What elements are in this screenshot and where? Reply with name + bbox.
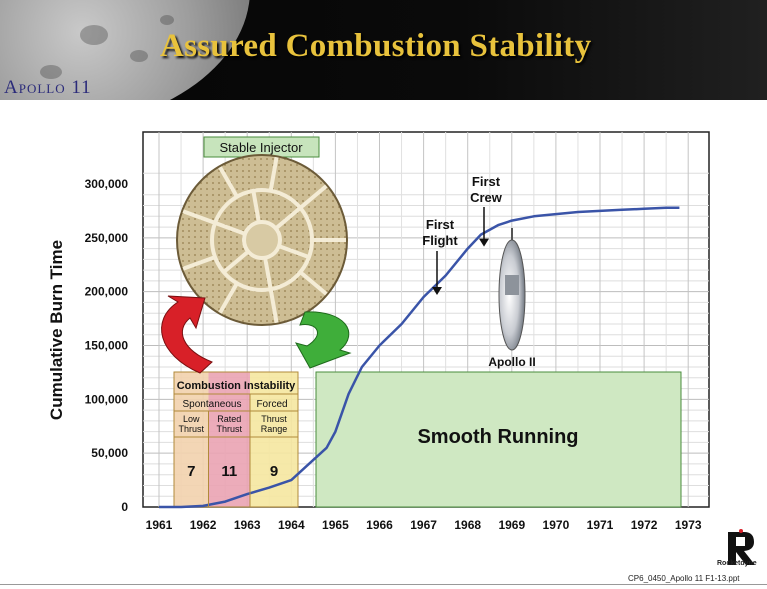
- x-tick-label: 1964: [278, 518, 305, 532]
- stable-injector-label: Stable Injector: [219, 140, 303, 155]
- y-tick-label: 300,000: [85, 177, 129, 191]
- x-tick-label: 1973: [675, 518, 702, 532]
- injector-baffle: [278, 244, 310, 259]
- y-tick-label: 250,000: [85, 231, 129, 245]
- instability-table-border: [173, 371, 299, 508]
- injector-baffle: [218, 166, 239, 198]
- instability-count: 11: [221, 463, 237, 480]
- x-tick-label: 1961: [146, 518, 173, 532]
- x-tick-label: 1965: [322, 518, 349, 532]
- axis-labels: 0 50,000 100,000 150,000 200,000 250,000 300,0…: [47, 177, 702, 532]
- first-flight-label: First: [426, 217, 455, 232]
- instability-col-header: Thrust: [178, 424, 204, 434]
- apollo-label: Apollo II: [488, 355, 535, 369]
- y-tick-label: 0: [121, 500, 128, 514]
- red-arrow-icon: [161, 295, 213, 374]
- instability-count: 7: [187, 463, 195, 480]
- first-crew-label: First: [472, 174, 501, 189]
- injector-hub: [242, 220, 282, 260]
- y-tick-label: 50,000: [91, 446, 128, 460]
- company-name: Rocketdyne: [717, 560, 757, 567]
- injector-baffle: [222, 250, 250, 274]
- injector-baffle: [268, 156, 279, 192]
- footer-rule: [0, 584, 767, 585]
- instability-col-header: Thrust: [216, 424, 242, 434]
- instability-table-title: Combustion Instability: [177, 380, 296, 392]
- first-flight-arrowhead: [432, 287, 442, 296]
- instability-group-spontaneous: Spontaneous: [183, 399, 242, 410]
- injector-baffle: [274, 206, 302, 230]
- instability-col-header: Rated: [217, 414, 241, 424]
- instability-group-forced: Forced: [256, 399, 287, 410]
- injector-baffle: [263, 257, 273, 290]
- injector-baffle: [214, 221, 246, 236]
- y-axis-title: Cumulative Burn Time: [47, 240, 66, 420]
- y-tick-label: 150,000: [85, 339, 129, 353]
- x-tick-label: 1972: [631, 518, 658, 532]
- instability-col-header: Range: [261, 424, 288, 434]
- injector-baffle: [251, 190, 261, 223]
- first-crew-arrowhead: [479, 238, 489, 247]
- x-tick-label: 1971: [587, 518, 614, 532]
- x-tick-label: 1966: [366, 518, 393, 532]
- instability-column-1: [208, 372, 250, 507]
- series-line-0: [159, 206, 680, 509]
- green-arrow-icon: [294, 311, 352, 369]
- y-tick-label: 100,000: [85, 392, 129, 406]
- x-tick-label: 1962: [190, 518, 217, 532]
- first-crew-label: Crew: [470, 190, 503, 205]
- title-banner: Assured Combustion Stability Apollo 11: [0, 0, 767, 100]
- x-tick-label: 1970: [543, 518, 570, 532]
- x-tick-label: 1963: [234, 518, 261, 532]
- series-layer: [159, 206, 680, 509]
- injector-baffle: [182, 255, 216, 271]
- slide-title: Assured Combustion Stability: [160, 28, 592, 64]
- annotations: Stable Injector Combustion Instability Spo…: [161, 136, 579, 507]
- x-tick-label: 1967: [410, 518, 437, 532]
- injector-baffle: [218, 282, 239, 314]
- mission-label: Apollo 11: [4, 77, 92, 98]
- first-flight-label: Flight: [422, 233, 458, 248]
- instability-col-header: Thrust: [261, 414, 287, 424]
- instability-col-header: Low: [183, 414, 200, 424]
- smooth-running-label: Smooth Running: [417, 426, 578, 448]
- injector-baffle: [182, 209, 216, 225]
- smooth-running-box: [315, 371, 682, 508]
- injector-baffle: [268, 288, 279, 324]
- instability-column-0: [174, 372, 209, 507]
- injector-baffle: [299, 270, 328, 296]
- injector-baffle: [299, 184, 328, 210]
- footer-code: CP6_0450_Apollo 11 F1-13.ppt: [628, 574, 740, 583]
- stable-injector: Stable Injector: [176, 136, 348, 326]
- instability-count: 9: [270, 463, 278, 480]
- spacecraft-module: [505, 275, 519, 295]
- x-tick-label: 1969: [498, 518, 525, 532]
- y-tick-label: 200,000: [85, 285, 129, 299]
- rocketdyne-logo: [728, 529, 755, 565]
- x-tick-label: 1968: [454, 518, 481, 532]
- apollo-spacecraft-image: [498, 228, 526, 351]
